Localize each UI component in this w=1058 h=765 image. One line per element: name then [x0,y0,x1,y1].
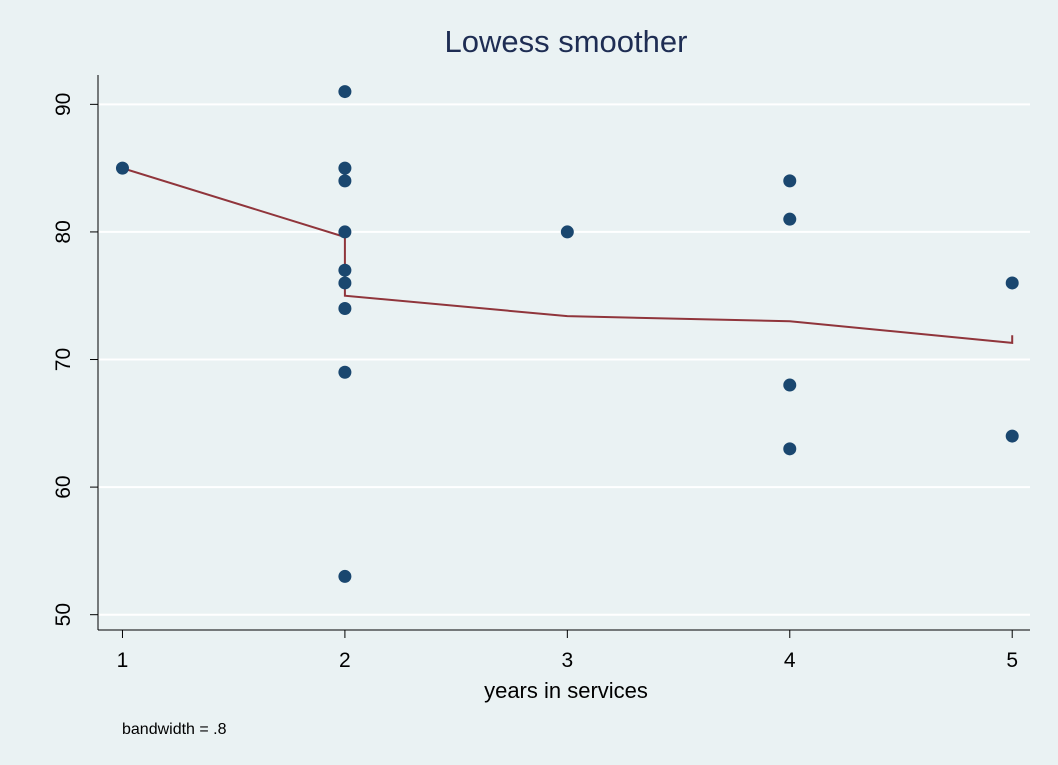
point [338,85,352,99]
x-tick-label: 5 [1006,649,1018,672]
note: bandwidth = .8 [122,721,227,738]
x-tick-label: 3 [561,649,573,672]
x-tick-label: 4 [784,649,796,672]
y-tick-label: 80 [52,220,75,243]
chart-title: Lowess smoother [445,24,688,59]
point [1005,429,1019,443]
point [338,225,352,239]
point [783,442,797,456]
y-tick-label: 90 [52,93,75,116]
point [338,365,352,379]
y-tick-label: 60 [52,475,75,498]
point [783,212,797,226]
point [1005,276,1019,290]
point [338,174,352,188]
point [783,174,797,188]
point [115,161,129,175]
point [338,161,352,175]
x-tick-label: 1 [117,649,129,672]
point [338,263,352,277]
point [783,378,797,392]
point [338,276,352,290]
point [560,225,574,239]
y-tick-label: 70 [52,348,75,371]
x-tick-label: 2 [339,649,351,672]
point [338,569,352,583]
x-axis-label: years in services [484,678,648,703]
y-tick-label: 50 [52,603,75,626]
point [338,301,352,315]
